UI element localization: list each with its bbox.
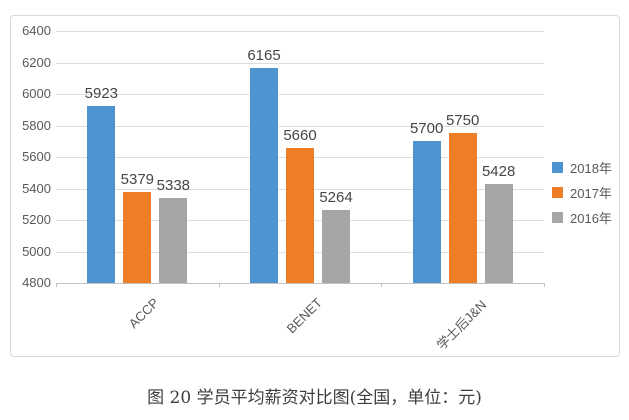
- legend-swatch-icon: [552, 212, 563, 223]
- legend-swatch-icon: [552, 162, 563, 173]
- bar-value-label: 5923: [84, 85, 119, 103]
- y-axis-label: 5400: [22, 180, 51, 196]
- legend-swatch-icon: [552, 187, 563, 198]
- y-axis-label: 5600: [22, 149, 51, 164]
- bar-value-label: 5700: [409, 120, 444, 138]
- x-axis-line: [56, 283, 544, 284]
- x-axis-tick: [544, 283, 545, 287]
- y-axis-label: 6200: [22, 54, 51, 70]
- category-label: 学士后J&N: [433, 297, 490, 353]
- figure-caption: 图 20 学员平均薪资对比图(全国，单位：元): [147, 388, 482, 408]
- bar-2017年-学士后J&N: [448, 133, 477, 283]
- y-axis-label: 5800: [22, 117, 51, 133]
- x-axis-tick: [381, 283, 383, 287]
- y-axis-label: 4800: [22, 275, 51, 290]
- x-axis-tick: [218, 283, 220, 287]
- y-axis-label: 6400: [22, 23, 51, 38]
- legend-item: 2017年: [552, 180, 612, 205]
- bar-2016年-ACCP: [159, 198, 188, 283]
- bar-2017年-ACCP: [123, 191, 152, 283]
- legend-label: 2016年: [570, 211, 612, 226]
- y-axis-label: 6000: [22, 86, 51, 101]
- legend-item: 2018年: [552, 155, 612, 180]
- gridline: [56, 125, 544, 127]
- legend-label: 2017年: [570, 186, 612, 201]
- gridline: [56, 62, 544, 64]
- gridline: [56, 94, 544, 95]
- bar-value-label: 5428: [481, 163, 516, 181]
- chart-area: 4800 5000 5200 5400 5600 5800 6000 6200 6400 5923…: [10, 15, 620, 357]
- y-axis-label: 5000: [22, 243, 51, 259]
- bar-2018年-学士后J&N: [412, 141, 441, 283]
- gridline: [56, 31, 544, 32]
- bar-2017年-BENET: [286, 147, 314, 283]
- bar-value-label: 5379: [120, 170, 155, 188]
- category-label: BENET: [283, 295, 325, 337]
- bar-value-label: 6165: [247, 47, 281, 64]
- bar-2018年-ACCP: [87, 106, 116, 283]
- chart-legend: 2018年 2017年 2016年: [552, 155, 612, 230]
- legend-item: 2016年: [552, 205, 612, 230]
- bar-2016年-BENET: [322, 209, 350, 283]
- bar-value-label: 5660: [283, 126, 317, 144]
- legend-label: 2018年: [570, 161, 612, 176]
- bar-value-label: 5338: [156, 177, 191, 195]
- bar-value-label: 5264: [319, 188, 353, 206]
- y-axis-label: 5200: [22, 212, 51, 227]
- bar-2016年-学士后J&N: [484, 184, 513, 283]
- bar-2018年-BENET: [250, 68, 278, 283]
- category-label: ACCP: [125, 295, 162, 332]
- bar-value-label: 5750: [445, 112, 480, 130]
- x-axis-tick: [56, 283, 57, 287]
